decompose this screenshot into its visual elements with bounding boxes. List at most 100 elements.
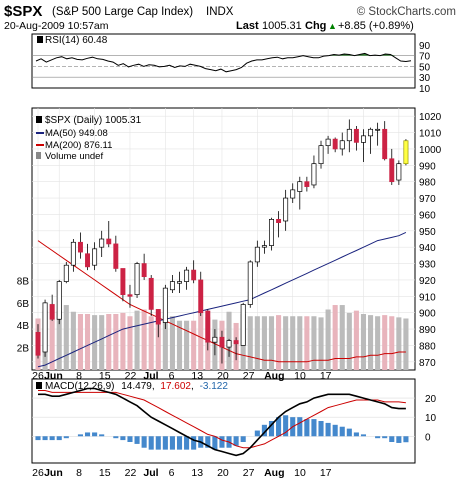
candle-body	[162, 287, 168, 323]
macd-histogram-bar	[325, 422, 331, 437]
macd-histogram-bar	[56, 436, 62, 441]
candle-body	[290, 189, 296, 199]
candle-body	[212, 336, 218, 343]
candle-body	[247, 261, 253, 305]
candle-body	[325, 138, 331, 147]
volume-bar	[247, 316, 253, 370]
volume-bar	[99, 315, 105, 370]
macd-histogram-bar	[212, 436, 218, 450]
x-axis-label: Jun	[44, 467, 63, 479]
volume-bar	[254, 316, 260, 370]
candle-body	[240, 304, 246, 346]
candle-body	[304, 181, 310, 187]
volume-bar	[283, 316, 289, 370]
volume-bar	[77, 314, 83, 370]
price-y-tick-label: 1010	[419, 129, 442, 140]
price-y-tick-label: 930	[419, 260, 436, 271]
candle-body	[56, 281, 62, 320]
candle-body	[134, 263, 140, 296]
macd-legend-prefix: MACD(12,26,9)	[45, 381, 114, 392]
rsi-y-tick-label: 90	[419, 41, 431, 52]
brand-logo: © StockCharts.com	[357, 6, 456, 18]
volume-bar	[268, 316, 275, 370]
volume-legend-text: Volume undef	[45, 151, 103, 162]
volume-bar	[176, 320, 183, 370]
candle-body	[70, 241, 76, 266]
candle-body	[318, 145, 324, 165]
price-y-tick-label: 960	[419, 210, 436, 221]
x-axis-label: 20	[217, 467, 229, 479]
x-axis-label: 15	[99, 467, 111, 479]
macd-histogram-bar	[360, 434, 367, 437]
macd-histogram-bar	[261, 424, 267, 437]
volume-bar	[148, 316, 154, 370]
x-axis-label: 8	[76, 370, 82, 382]
price-y-tick-label: 950	[419, 227, 436, 238]
price-legend-text: $SPX (Daily) 1005.31	[45, 115, 142, 126]
price-y-tick-label: 920	[419, 276, 436, 287]
price-y-tick-label: 980	[419, 178, 436, 189]
x-axis-label: 26	[32, 467, 44, 479]
x-axis-label: 17	[320, 467, 332, 479]
candle-body	[99, 238, 105, 248]
macd-histogram-bar	[191, 436, 197, 450]
macd-histogram-bar	[268, 421, 275, 437]
macd-histogram-bar	[346, 428, 352, 437]
volume-legend-swatch	[36, 152, 41, 159]
chg-up-arrow-icon: ▲	[328, 21, 337, 31]
volume-bar	[290, 316, 296, 370]
volume-y-tick-label: 6B	[17, 299, 30, 310]
volume-bar	[346, 312, 352, 370]
ma200-legend-text: MA(200) 876.11	[45, 140, 112, 151]
macd-histogram-bar	[389, 436, 395, 442]
macd-histogram-bar	[42, 436, 48, 441]
macd-histogram-bar	[353, 432, 359, 437]
price-y-tick-label: 890	[419, 325, 436, 336]
macd-legend-macd: 14.479	[121, 381, 152, 392]
candle-body	[219, 336, 225, 348]
macd-legend: MACD(12,26,9) 14.479, 17.602, -3.122	[36, 381, 228, 392]
macd-line	[38, 387, 406, 457]
x-axis-label: 10	[294, 467, 306, 479]
candle-body	[396, 163, 402, 181]
macd-legend-swatch	[36, 382, 42, 389]
candle-body	[113, 243, 119, 269]
macd-histogram-bar	[219, 436, 225, 448]
macd-histogram-bar	[184, 436, 190, 450]
volume-bar	[304, 316, 310, 370]
volume-bar	[162, 316, 168, 370]
symbol: $SPX	[4, 3, 42, 20]
macd-histogram-bar	[311, 419, 317, 437]
x-axis-label: 17	[320, 370, 332, 382]
x-axis-label: 22	[125, 467, 137, 479]
volume-bar	[56, 310, 62, 370]
candle-body	[403, 140, 409, 165]
rsi-legend-swatch	[37, 36, 43, 43]
price-y-tick-label: 880	[419, 341, 436, 352]
macd-histogram-bar	[318, 421, 324, 437]
rsi-line	[35, 52, 412, 73]
volume-bar	[339, 305, 345, 370]
x-axis-label: 8	[76, 467, 82, 479]
volume-bar	[360, 314, 367, 370]
macd-histogram-bar	[240, 436, 246, 442]
candle-body	[382, 128, 388, 160]
volume-bar	[403, 318, 409, 370]
candle-body	[339, 140, 345, 150]
candle-body	[389, 158, 395, 183]
rsi-y-tick-label: 30	[419, 73, 431, 84]
last-value: 1005.31	[262, 20, 302, 32]
candle-body	[77, 241, 83, 253]
x-axis-label: Aug	[264, 370, 284, 382]
volume-bar	[84, 314, 91, 370]
rsi-legend: RSI(14) 60.48	[45, 35, 108, 46]
volume-bar	[191, 320, 197, 370]
rsi-y-tick-label: 50	[419, 62, 431, 73]
macd-legend-hist: -3.122	[200, 381, 229, 392]
volume-bar	[396, 317, 402, 370]
candle-body	[148, 277, 154, 310]
price-y-tick-label: 870	[419, 358, 436, 369]
macd-legend-signal: 17.602	[160, 381, 191, 392]
volume-bar	[332, 305, 338, 370]
candle-body	[368, 128, 374, 137]
